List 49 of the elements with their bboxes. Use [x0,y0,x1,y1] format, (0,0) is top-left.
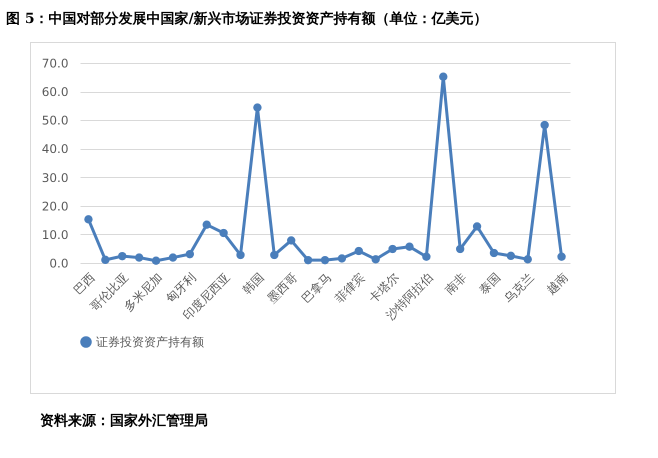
x-tick-label: 乌克兰 [501,270,537,306]
legend-label: 证券投资资产持有额 [96,335,204,349]
point [490,248,498,258]
x-tick-label: 墨西哥 [264,270,300,306]
point [84,215,93,224]
y-tick-label: 60.0 [42,85,68,100]
point [372,255,380,264]
point [405,242,414,251]
y-tick-label: 10.0 [42,228,68,242]
y-tick-label: 70.0 [42,56,68,70]
x-tick-label: 泰国 [476,270,503,297]
x-tick-label: 菲律宾 [332,270,368,306]
point [152,256,160,265]
y-tick-label: 0.0 [49,256,68,270]
y-tick-label: 20.0 [42,199,68,214]
x-tick-label: 南非 [442,270,470,297]
point [168,253,178,262]
y-tick-label: 40.0 [42,142,68,156]
point [472,222,482,231]
point [134,253,144,262]
point [456,244,464,254]
point [354,246,363,256]
point [253,103,262,112]
point [422,252,431,261]
chart-title: 图 5：中国对部分发展中国家/新兴市场证券投资资产持有额（单位：亿美元） [6,10,488,28]
point [388,244,397,254]
point [506,252,516,260]
point [320,256,330,264]
y-tick-label: 50.0 [42,114,68,128]
point [219,228,228,238]
x-tick-label: 巴拿马 [298,270,334,306]
point [118,252,126,260]
point [270,250,278,260]
point [439,72,448,81]
point [540,120,549,130]
point [101,256,110,264]
point [524,255,532,264]
x-tick-label: 巴西 [70,270,98,297]
y-tick-label: 30.0 [42,170,68,185]
point [186,250,194,258]
point [287,236,296,245]
point [202,220,211,229]
x-tick-label: 越南 [544,270,571,297]
x-tick-label: 韩国 [240,270,266,297]
text: 资料来源：国家外汇管理局 [40,412,208,430]
point [236,250,245,260]
point [557,252,566,261]
point [338,254,346,263]
point [304,256,312,264]
